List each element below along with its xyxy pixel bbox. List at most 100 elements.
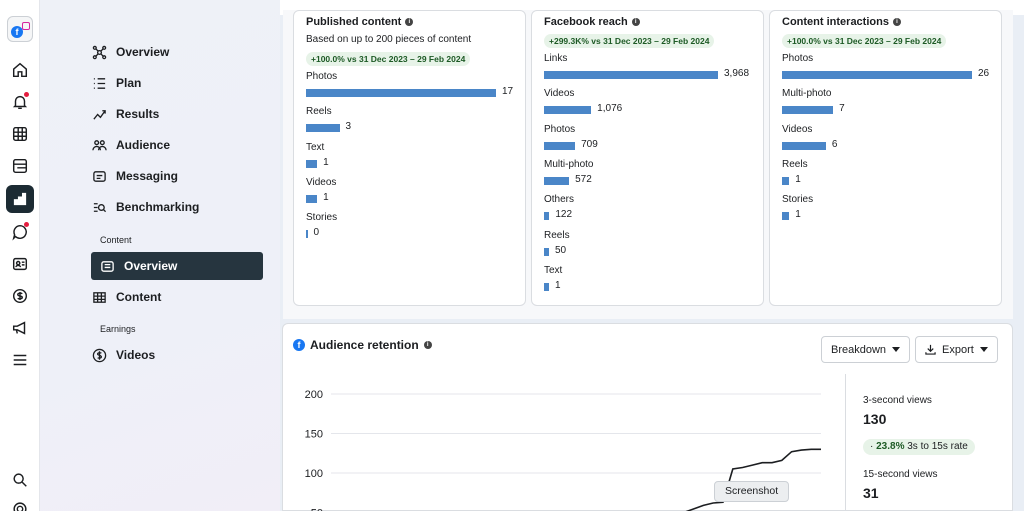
y-tick-label: 150 (305, 429, 323, 441)
card-subtitle: Based on up to 200 pieces of content (306, 34, 472, 45)
messages-icon[interactable] (6, 218, 34, 246)
nav-item-results[interactable]: Results (92, 100, 159, 128)
metric-value: 3 (345, 121, 352, 133)
rate-badge: · 23.8% 3s to 15s rate (863, 439, 975, 455)
nav-item-messaging[interactable]: Messaging (92, 162, 178, 190)
metric-value: 1 (795, 209, 801, 221)
metric-value: 1 (795, 173, 801, 185)
nav-section-earnings: Earnings (100, 324, 136, 334)
metric-value: 1 (323, 156, 329, 168)
nav-item-plan[interactable]: Plan (92, 69, 141, 97)
nav-item-label: Benchmarking (116, 200, 200, 214)
retention-title-text: Audience retention (310, 338, 419, 352)
metric-row: Multi-photo 572 (544, 159, 758, 189)
metric-label: Stories (782, 194, 814, 206)
nav-item-label: Plan (116, 76, 142, 90)
contacts-icon[interactable] (6, 250, 34, 278)
metric-row: Videos 1 (306, 177, 520, 207)
nav-item-benchmarking[interactable]: Benchmarking (92, 193, 199, 221)
metric-bar (306, 230, 308, 239)
screenshot-tooltip: Screenshot (714, 481, 790, 502)
insights-nav: Overview Plan Results Audience Messaging… (40, 0, 280, 511)
breakdown-label: Breakdown (831, 343, 887, 356)
metric-label: Photos (306, 71, 338, 82)
card-title: Content interactions i (782, 16, 901, 28)
monetization-icon[interactable] (6, 282, 34, 310)
content-overview-icon (101, 260, 114, 272)
card-title-text: Facebook reach (544, 16, 628, 28)
y-tick-label: 50 (311, 508, 323, 511)
settings-gear-icon[interactable] (6, 495, 34, 511)
nav-item-overview[interactable]: Overview (92, 38, 169, 66)
plan-icon (93, 77, 106, 89)
content-icon[interactable] (6, 152, 34, 180)
nav-item-audience[interactable]: Audience (92, 131, 170, 159)
metric-row: Others 122 (544, 194, 758, 224)
metric-bar (544, 176, 570, 185)
info-icon[interactable]: i (405, 18, 414, 26)
card-content-interactions: Content interactions i +100.0% vs 31 Dec … (769, 10, 1002, 306)
export-label: Export (942, 343, 974, 356)
metric-value: 1,076 (597, 103, 623, 115)
metric-cards-panel: Published content i Based on up to 200 pi… (283, 10, 1013, 319)
metric-label: Text (544, 264, 563, 276)
metric-value: 50 (555, 244, 567, 256)
content-table-icon (93, 291, 106, 303)
metric-value: 3,968 (724, 68, 750, 79)
metric-value: 0 (313, 227, 320, 239)
search-icon[interactable] (6, 466, 34, 494)
results-icon (93, 109, 106, 120)
card-title: Published content i (306, 16, 414, 28)
metric-label: Videos (306, 176, 337, 188)
three-second-views-value: 130 (863, 411, 887, 427)
download-icon (925, 344, 936, 355)
info-icon[interactable]: i (631, 18, 640, 26)
metric-label: Reels (544, 229, 570, 241)
metric-value: 17 (502, 86, 514, 97)
nav-item-label: Overview (124, 259, 178, 273)
metric-row: Reels 50 (544, 230, 758, 260)
facebook-icon: f (293, 339, 305, 351)
metric-row: Reels 3 (306, 106, 520, 136)
nav-section-content: Content (100, 235, 132, 245)
info-icon[interactable]: i (423, 341, 432, 349)
metric-bar (306, 124, 340, 133)
retention-stats: 3-second views 130 · 23.8% 3s to 15s rat… (845, 374, 1013, 511)
metric-label: Links (544, 53, 568, 64)
grid-icon[interactable] (6, 120, 34, 148)
notifications-icon[interactable] (6, 88, 34, 116)
nav-item-content[interactable]: Content (92, 283, 161, 311)
caret-down-icon (892, 347, 901, 352)
three-second-views-label: 3-second views (863, 395, 932, 406)
menu-icon[interactable] (6, 346, 34, 374)
home-icon[interactable] (6, 56, 34, 84)
metric-value: 1 (323, 191, 329, 203)
metric-label: Videos (782, 123, 813, 135)
info-icon[interactable]: i (892, 18, 901, 26)
export-button[interactable]: Export (915, 336, 998, 363)
metric-label: Stories (306, 212, 338, 224)
metric-bar (782, 212, 790, 221)
metric-label: Videos (544, 88, 575, 100)
messaging-icon (93, 170, 106, 182)
rate-percent: 23.8% (876, 441, 905, 452)
nav-item-content-overview[interactable]: Overview (91, 252, 263, 280)
metric-bar (544, 212, 550, 221)
metric-row: Photos 709 (544, 124, 758, 154)
card-title: Facebook reach i (544, 16, 640, 28)
y-tick-label: 100 (305, 468, 323, 480)
metric-label: Reels (306, 106, 332, 118)
metric-bar (544, 71, 718, 79)
ads-megaphone-icon[interactable] (6, 314, 34, 342)
metric-row: Photos 26 (782, 53, 996, 83)
nav-item-videos[interactable]: Videos (92, 341, 155, 369)
metric-row: Stories 0 (306, 212, 520, 242)
breakdown-button[interactable]: Breakdown (821, 336, 911, 363)
metric-bar (544, 282, 549, 291)
nav-item-label: Results (116, 107, 160, 121)
metric-value: 6 (831, 138, 838, 150)
metric-row: Reels 1 (782, 159, 996, 189)
metric-value: 122 (555, 209, 573, 221)
insights-icon[interactable] (6, 185, 34, 213)
instagram-avatar-icon (22, 22, 30, 30)
